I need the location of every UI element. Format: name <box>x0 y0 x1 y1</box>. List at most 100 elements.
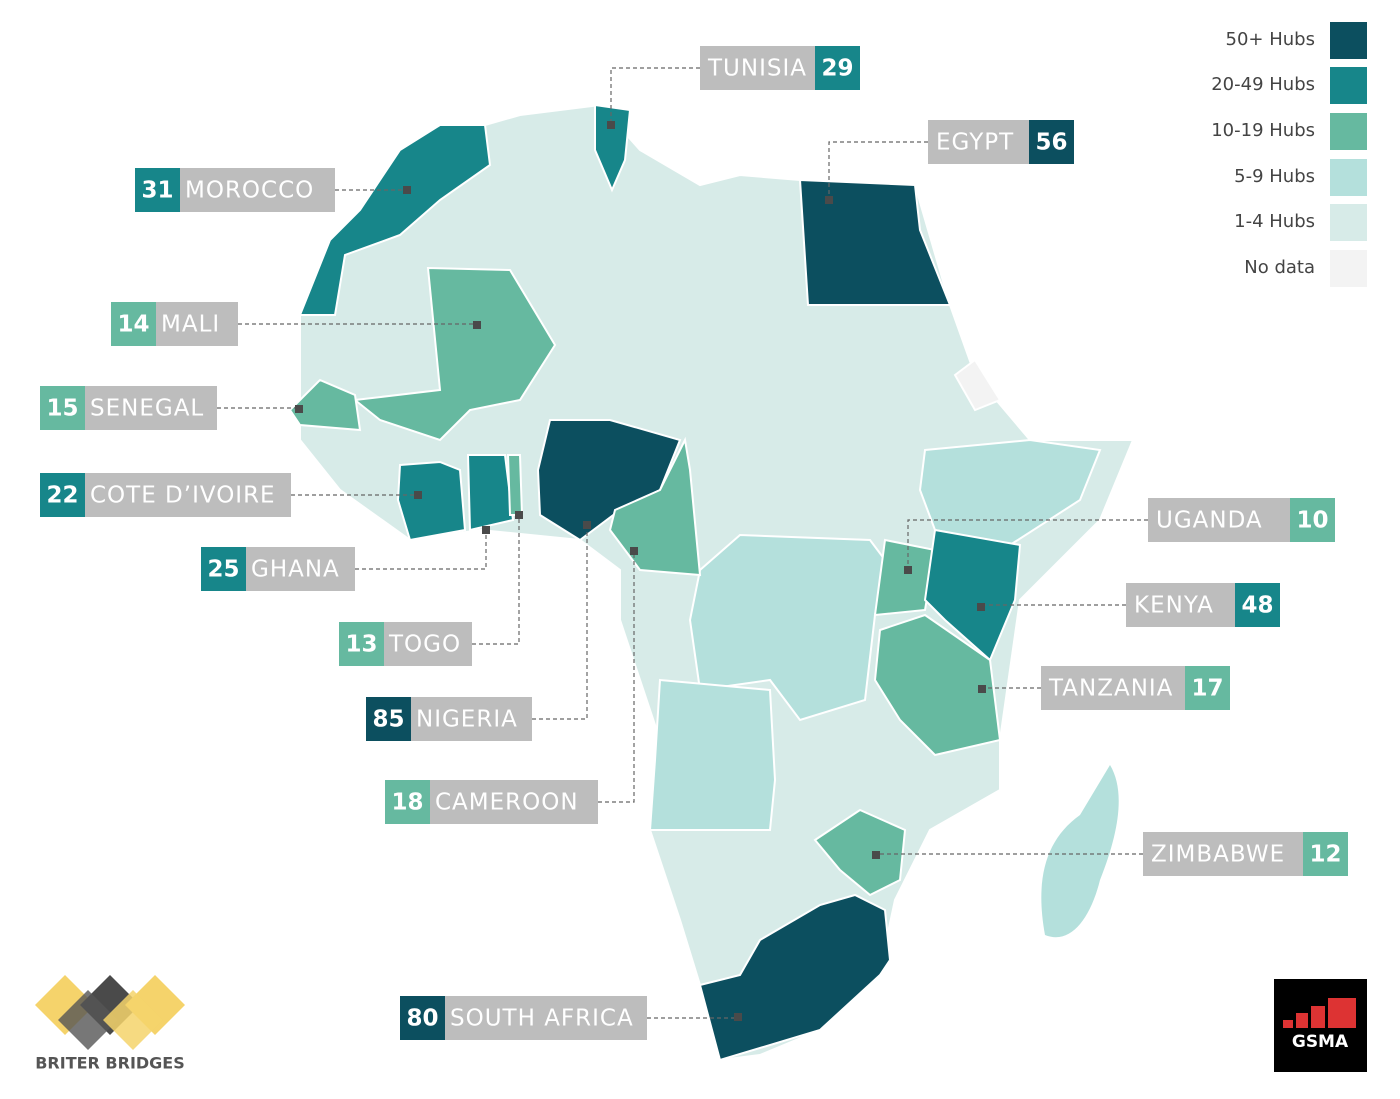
legend-swatch <box>1330 204 1367 241</box>
legend-swatch <box>1330 113 1367 150</box>
country <box>698 893 892 1062</box>
country-dot <box>630 547 638 555</box>
hub-count: 17 <box>1191 676 1223 702</box>
country-dot <box>977 603 985 611</box>
number-box <box>339 622 384 666</box>
number-box <box>1029 120 1074 164</box>
region <box>648 678 777 831</box>
countries <box>288 103 1022 1062</box>
gsma-logo: GSMA <box>1274 979 1367 1072</box>
leader-line <box>472 515 520 645</box>
leader-line <box>217 407 300 409</box>
country <box>608 436 702 577</box>
country-name: TUNISIA <box>707 56 807 82</box>
country <box>798 178 952 306</box>
logo-text: GSMA <box>1292 1032 1349 1052</box>
legend-swatch <box>1330 250 1367 287</box>
country-dot <box>734 1013 742 1021</box>
country <box>873 613 1002 757</box>
country-name: EGYPT <box>936 130 1014 156</box>
country-name: CAMEROON <box>435 790 579 816</box>
country-name: COTE D’IVOIRE <box>90 483 276 509</box>
hub-count: 80 <box>406 1006 438 1032</box>
leader-lines <box>217 67 1148 1021</box>
country-name: SOUTH AFRICA <box>450 1006 634 1032</box>
leader-line <box>610 67 700 125</box>
number-box <box>1235 583 1280 627</box>
country <box>396 460 467 542</box>
leader-line <box>532 525 588 720</box>
hub-count: 15 <box>46 396 78 422</box>
number-box <box>40 473 85 517</box>
logo-shape <box>58 990 118 1050</box>
hub-count: 13 <box>345 632 377 658</box>
country <box>466 454 515 532</box>
number-box <box>815 46 860 90</box>
country-dot <box>978 685 986 693</box>
country <box>594 103 632 193</box>
country-name: MOROCCO <box>185 178 314 204</box>
logo-shape <box>103 990 163 1050</box>
logo-bar <box>1311 1006 1325 1028</box>
country-name: UGANDA <box>1156 508 1263 534</box>
hub-count: 31 <box>141 178 173 204</box>
country-dot <box>482 526 490 534</box>
country-dot <box>607 121 615 129</box>
country-name: ZIMBABWE <box>1151 842 1285 868</box>
hub-count: 25 <box>207 557 239 583</box>
legend-label: 10-19 Hubs <box>1211 120 1315 141</box>
country-name: MALI <box>161 312 220 338</box>
number-box <box>1290 498 1335 542</box>
number-box <box>1303 832 1348 876</box>
region <box>918 438 1102 547</box>
country-dot <box>414 491 422 499</box>
hub-count: 12 <box>1309 842 1341 868</box>
country-name: TANZANIA <box>1048 676 1173 702</box>
country-dot <box>825 196 833 204</box>
country-name: KENYA <box>1134 593 1214 619</box>
legend-label: No data <box>1244 257 1315 278</box>
madagascar <box>1041 765 1119 938</box>
legend-swatch <box>1330 159 1367 196</box>
logo-text: BRITER BRIDGES <box>35 1054 185 1073</box>
hub-count: 10 <box>1296 508 1328 534</box>
legend-label: 50+ Hubs <box>1226 29 1315 50</box>
country-dot <box>295 405 303 413</box>
hub-count: 29 <box>821 56 853 82</box>
country-name: GHANA <box>251 557 340 583</box>
country-name: NIGERIA <box>416 707 518 733</box>
logo-bar <box>1296 1013 1308 1028</box>
leader-line <box>598 551 635 803</box>
number-box <box>1185 666 1230 710</box>
legend-label: 20-49 Hubs <box>1211 74 1315 95</box>
leader-line <box>355 530 487 570</box>
country <box>288 378 362 432</box>
hub-count: 22 <box>46 483 78 509</box>
legend-label: 1-4 Hubs <box>1234 211 1315 232</box>
country <box>352 266 557 442</box>
hub-count: 85 <box>372 707 404 733</box>
country <box>298 124 492 316</box>
logo-bar <box>1283 1020 1293 1028</box>
hub-count: 18 <box>391 790 423 816</box>
country <box>873 538 937 617</box>
number-box <box>111 302 156 346</box>
number-box <box>40 386 85 430</box>
legend: 50+ Hubs 20-49 Hubs 10-19 Hubs 5-9 Hubs 1-4 … <box>1211 22 1367 287</box>
country-dot <box>904 566 912 574</box>
country-name: TOGO <box>388 632 461 658</box>
legend-swatch <box>1330 67 1367 104</box>
number-box <box>366 697 411 741</box>
legend-label: 5-9 Hubs <box>1234 166 1315 187</box>
number-box <box>385 780 430 824</box>
country-dot <box>583 521 591 529</box>
country <box>813 808 907 897</box>
labels: 29 TUNISIA 56 EGYPT 31 MOROCCO 14 MALI 15 SENEGAL… <box>40 46 1348 1040</box>
logo-bar <box>1328 998 1356 1028</box>
number-box <box>400 996 445 1040</box>
legend-swatch <box>1330 22 1367 59</box>
country-dot <box>403 186 411 194</box>
leader-line <box>907 519 1148 570</box>
leader-line <box>828 141 928 200</box>
